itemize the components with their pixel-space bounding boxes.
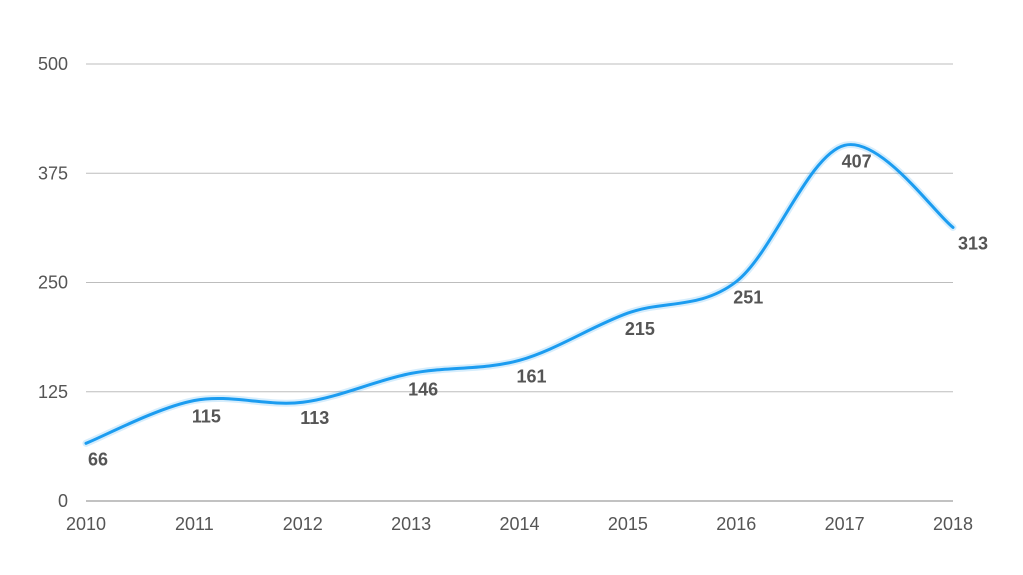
- data-label: 161: [516, 366, 546, 386]
- x-tick-label: 2013: [391, 514, 431, 534]
- data-label: 113: [300, 408, 329, 428]
- data-label: 407: [842, 151, 872, 171]
- x-tick-label: 2011: [175, 514, 214, 534]
- x-tick-label: 2016: [716, 514, 756, 534]
- y-tick-label: 125: [38, 382, 68, 402]
- y-axis-tick-labels: 0 125 250 375 500: [38, 54, 68, 511]
- data-label: 115: [192, 406, 221, 426]
- gridlines: [86, 63, 953, 502]
- series-lines: [82, 141, 957, 447]
- x-tick-label: 2012: [283, 514, 323, 534]
- x-tick-label: 2014: [499, 514, 539, 534]
- y-tick-label: 375: [38, 163, 68, 183]
- x-tick-label: 2018: [933, 514, 973, 534]
- x-tick-label: 2015: [608, 514, 648, 534]
- data-label: 313: [958, 233, 988, 253]
- y-tick-label: 0: [58, 491, 68, 511]
- y-tick-label: 500: [38, 54, 68, 74]
- y-tick-label: 250: [38, 273, 68, 293]
- data-label: 66: [88, 449, 108, 469]
- series-line: [84, 143, 955, 445]
- x-tick-label: 2017: [825, 514, 865, 534]
- data-label: 251: [733, 288, 763, 308]
- data-label: 146: [408, 379, 438, 399]
- data-label: 215: [625, 319, 655, 339]
- data-labels: 66 115 113 146 161 215 251 407 313: [88, 151, 988, 469]
- x-tick-label: 2010: [66, 514, 106, 534]
- x-axis-tick-labels: 2010 2011 2012 2013 2014 2015 2016 2017 2018: [66, 514, 973, 534]
